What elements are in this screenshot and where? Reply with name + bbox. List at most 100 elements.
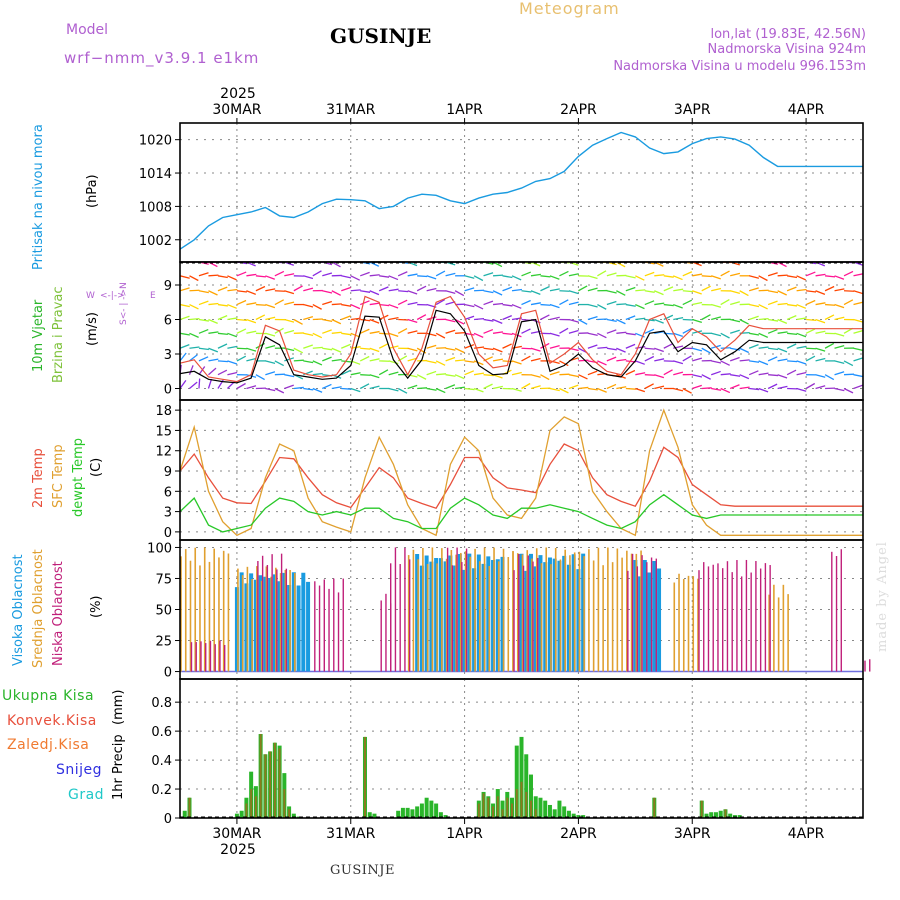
wind-barb	[853, 290, 863, 295]
wind-barb	[787, 360, 798, 363]
wind-barb	[530, 273, 541, 277]
wind-barb	[720, 332, 730, 339]
wind-barb	[511, 360, 522, 365]
wind-barb	[767, 383, 778, 390]
wind-barb	[853, 301, 863, 306]
wind-barb	[559, 360, 569, 367]
wind-barb	[246, 330, 257, 334]
wind-barb	[521, 347, 532, 350]
pressure-ylabel: Pritisak na nivou mora	[31, 124, 46, 270]
panel-2: 0 3 6 9 12 15 18	[155, 399, 864, 541]
wind-barb	[350, 289, 361, 292]
wind-barb	[843, 290, 855, 292]
y-tick-label: 0.4	[151, 754, 172, 769]
precip-total-bar	[538, 797, 543, 818]
wind-barb	[853, 347, 863, 352]
wind-barb	[312, 270, 322, 277]
wind-barb	[445, 290, 456, 294]
wind-barb	[341, 343, 351, 349]
wind-barb	[312, 332, 323, 339]
wind-barb	[473, 372, 485, 376]
wind-barb	[834, 387, 845, 392]
wind-barb	[606, 300, 617, 306]
wind-barb	[407, 347, 418, 352]
precip-total-bar	[533, 796, 538, 818]
wind-barb	[711, 360, 722, 364]
wind-barb	[407, 301, 418, 306]
wind-barb	[834, 288, 845, 292]
precip-total-bar	[728, 813, 733, 818]
wind-barb	[796, 345, 807, 349]
wind-barb	[815, 273, 826, 277]
precip-conv-bar	[501, 809, 504, 818]
wind-barb	[246, 318, 257, 324]
wind-barb	[739, 386, 750, 390]
wind-barb	[692, 357, 703, 362]
wind-barb	[246, 302, 257, 306]
wind-barb	[749, 275, 760, 279]
wind-barb	[464, 275, 475, 279]
wind-barb	[492, 374, 503, 379]
y-tick-label: 75	[155, 572, 172, 587]
wind-barb	[843, 360, 854, 367]
wind-barb	[824, 285, 835, 292]
wind-barb	[635, 372, 646, 376]
wind-barb	[682, 387, 692, 394]
wind-barb	[293, 347, 304, 354]
wind-barb	[284, 357, 295, 362]
wind-barb	[815, 385, 826, 390]
wind-barb	[625, 387, 636, 390]
precip-total-bar	[524, 754, 529, 818]
wind-barb	[673, 371, 684, 376]
model-name: wrf−nmm_v3.9.1 e1km	[64, 49, 259, 68]
wind-barb	[341, 315, 351, 321]
wind-barb	[455, 359, 466, 362]
wind-barb	[815, 290, 826, 295]
wind-barb	[417, 387, 428, 390]
wind-barb	[227, 371, 238, 376]
wind-barb	[511, 288, 523, 292]
wind-barb	[227, 303, 237, 309]
wind-barb	[730, 301, 740, 306]
wind-barb	[587, 344, 598, 349]
wind-barb	[530, 385, 541, 390]
wind-barb	[198, 328, 209, 334]
wind-barb	[492, 318, 503, 325]
wind-barb	[483, 383, 493, 390]
wind-barb	[217, 343, 228, 349]
y-tick-label: 100	[147, 541, 172, 556]
wind-barb	[502, 343, 512, 349]
wind-barb	[217, 314, 228, 321]
wind-barb	[644, 290, 655, 293]
wind-barb	[635, 360, 645, 365]
precip-conv-bar	[506, 797, 509, 818]
wind-barb	[796, 288, 807, 292]
wind-barb	[483, 347, 494, 351]
wind-barb	[198, 347, 209, 351]
y-tick-label: 6	[164, 314, 172, 329]
wind-barb	[274, 299, 284, 306]
precip-total-bar	[552, 809, 557, 818]
wind-barb	[805, 382, 816, 390]
wind-barb	[559, 387, 569, 394]
wind-barb	[739, 359, 750, 362]
wind-barb	[720, 387, 731, 394]
wind-barb	[322, 383, 332, 390]
wind-barb	[502, 275, 513, 279]
wind-barb	[730, 347, 741, 351]
wind-barb	[616, 347, 626, 353]
wind-barb	[492, 347, 503, 353]
wind-barb	[701, 347, 711, 354]
wind-barb	[322, 356, 332, 362]
wind-barb	[464, 387, 475, 391]
wind-barb	[796, 387, 807, 392]
wind-barb	[426, 287, 437, 292]
wind-barb	[701, 387, 712, 390]
wind-barb	[265, 332, 276, 337]
wind-barb	[748, 344, 759, 349]
bottom-time-axis: 30MAR 31MAR 1APR 2APR 3APR 4APR	[212, 818, 825, 842]
wind-barb	[654, 274, 665, 277]
wind-barb	[369, 290, 380, 296]
wind-barb	[597, 360, 607, 366]
